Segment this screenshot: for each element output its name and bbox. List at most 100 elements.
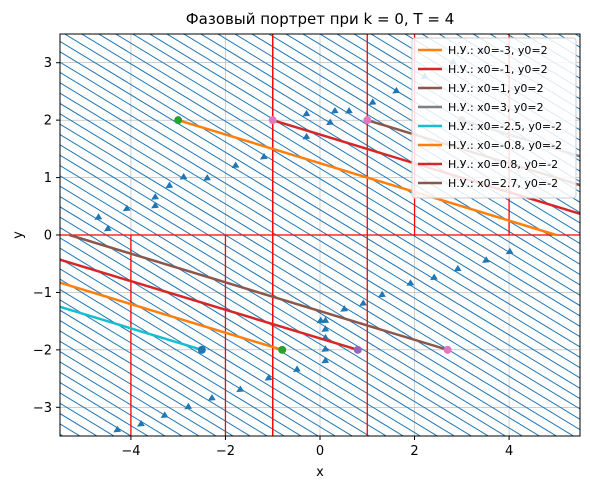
streamline bbox=[60, 92, 580, 410]
streamline-arrow bbox=[453, 264, 462, 272]
streamline bbox=[80, 34, 580, 338]
streamline bbox=[60, 268, 337, 436]
y-tick-label: 0 bbox=[44, 229, 52, 244]
series-line-7 bbox=[60, 258, 359, 352]
streamline bbox=[60, 258, 354, 436]
streamline bbox=[131, 34, 580, 307]
streamline-arrow bbox=[340, 305, 349, 312]
streamline bbox=[63, 34, 580, 348]
streamline bbox=[60, 61, 580, 379]
streamline bbox=[60, 330, 234, 436]
streamline-arrow bbox=[302, 109, 311, 117]
legend-label: Н.У.: x0=3, y0=2 bbox=[448, 101, 544, 114]
streamline bbox=[489, 34, 580, 89]
series-line-8 bbox=[69, 233, 448, 352]
legend-label: Н.У.: x0=-2.5, y0=-2 bbox=[448, 120, 562, 133]
y-tick-label: −2 bbox=[33, 343, 52, 358]
legend-label: Н.У.: x0=1, y0=2 bbox=[448, 82, 544, 95]
streamline bbox=[60, 41, 580, 358]
legend-label: Н.У.: x0=-1, y0=2 bbox=[448, 63, 548, 76]
streamline bbox=[60, 351, 200, 436]
series-line-6 bbox=[60, 281, 283, 352]
streamline-arrow bbox=[330, 106, 339, 114]
x-axis-label: x bbox=[316, 465, 324, 480]
streamline-arrow bbox=[321, 325, 330, 332]
streamline bbox=[199, 34, 580, 265]
streamline bbox=[60, 237, 388, 436]
streamline-arrow bbox=[207, 394, 216, 401]
streamline bbox=[60, 154, 524, 436]
streamline-arrow bbox=[231, 161, 240, 169]
streamline-arrow bbox=[344, 106, 353, 114]
series-start-point-6 bbox=[278, 345, 287, 354]
streamline-arrow bbox=[292, 365, 301, 373]
legend-label: Н.У.: x0=2.7, y0=-2 bbox=[448, 177, 558, 190]
streamline bbox=[60, 185, 473, 436]
streamline bbox=[60, 196, 456, 436]
streamline-arrow bbox=[321, 356, 330, 364]
streamline bbox=[60, 82, 580, 400]
streamline-arrow bbox=[151, 193, 159, 200]
streamline bbox=[60, 175, 490, 436]
streamline bbox=[60, 103, 580, 420]
streamline-arrow bbox=[321, 345, 330, 352]
streamline-arrow bbox=[392, 86, 401, 94]
streamline-arrow bbox=[113, 425, 122, 433]
streamline bbox=[60, 227, 405, 436]
streamline-arrow bbox=[179, 173, 188, 180]
streamline bbox=[60, 371, 166, 436]
streamline bbox=[60, 144, 541, 436]
x-tick-label: −2 bbox=[216, 444, 235, 459]
streamline-arrow bbox=[184, 402, 193, 410]
y-tick-label: 2 bbox=[44, 114, 52, 129]
streamline bbox=[60, 320, 251, 436]
streamline bbox=[148, 34, 580, 296]
streamline-arrow bbox=[368, 98, 377, 105]
streamline-arrow bbox=[430, 273, 438, 281]
streamline-arrow bbox=[151, 201, 159, 209]
streamline-arrow bbox=[316, 316, 325, 324]
x-tick-label: −4 bbox=[121, 444, 140, 459]
legend-label: Н.У.: x0=-0.8, y0=-2 bbox=[448, 139, 562, 152]
streamline-arrow bbox=[482, 256, 490, 263]
x-tick-label: 0 bbox=[316, 444, 324, 459]
chart-title: Фазовый портрет при k = 0, T = 4 bbox=[186, 10, 454, 28]
streamline-arrow bbox=[236, 385, 245, 393]
streamline-arrow bbox=[505, 247, 514, 255]
x-tick-label: 2 bbox=[410, 444, 418, 459]
streamline-arrow bbox=[259, 152, 268, 160]
y-axis-label: y bbox=[11, 231, 26, 239]
legend-box bbox=[411, 37, 577, 199]
streamline bbox=[60, 247, 371, 436]
series-start-point-7 bbox=[353, 345, 362, 354]
streamline bbox=[182, 34, 580, 276]
series-start-point-2 bbox=[268, 116, 277, 125]
streamline bbox=[60, 134, 558, 436]
series-start-point-3 bbox=[363, 116, 372, 125]
series-start-point-8 bbox=[443, 345, 452, 354]
streamline bbox=[97, 34, 580, 327]
legend: Н.У.: x0=-3, y0=2 Н.У.: x0=-1, y0=2 Н.У.: … bbox=[411, 37, 577, 199]
streamline bbox=[60, 361, 183, 436]
y-tick-label: −3 bbox=[33, 401, 52, 416]
streamline bbox=[60, 433, 64, 436]
streamline bbox=[60, 309, 269, 436]
streamline-arrow bbox=[378, 290, 386, 298]
streamline bbox=[165, 34, 580, 286]
streamline-arrow bbox=[94, 213, 103, 220]
y-tick-label: 1 bbox=[44, 171, 52, 186]
streamline bbox=[216, 34, 580, 255]
legend-label: Н.У.: x0=-3, y0=2 bbox=[448, 44, 548, 57]
streamline-arrow bbox=[165, 181, 174, 189]
streamline bbox=[60, 340, 217, 436]
streamline-arrow bbox=[136, 419, 145, 427]
y-tick-label: −1 bbox=[33, 286, 52, 301]
x-tick-label: 4 bbox=[505, 444, 513, 459]
streamline bbox=[60, 165, 507, 436]
streamline-arrow bbox=[103, 224, 112, 232]
streamline bbox=[60, 113, 580, 431]
streamline bbox=[60, 51, 580, 369]
legend-label: Н.У.: x0=0.8, y0=-2 bbox=[448, 158, 558, 171]
streamline-arrow bbox=[160, 411, 169, 418]
